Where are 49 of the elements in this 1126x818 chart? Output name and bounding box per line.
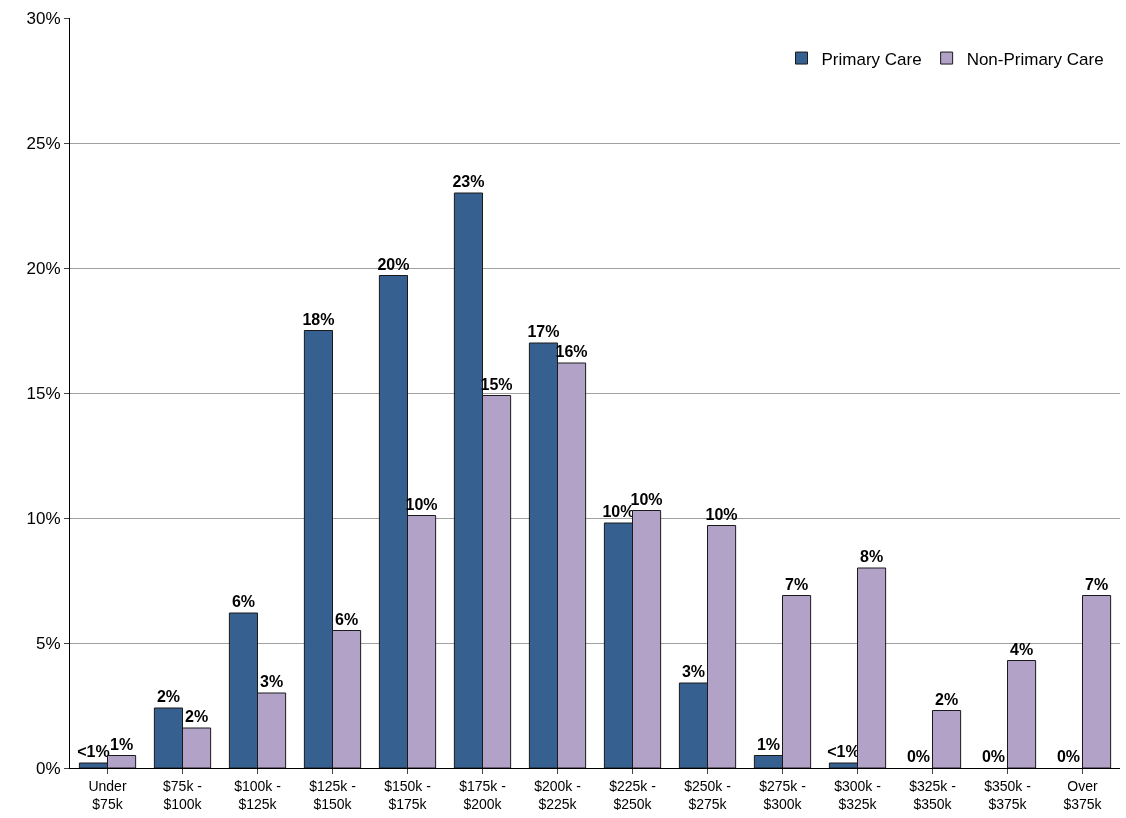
x-tick-label: Over $375k	[1063, 777, 1103, 812]
y-tick-label: 10%	[26, 508, 61, 528]
x-tick-label: $275k - $300k	[759, 777, 807, 812]
y-tick-label: 5%	[36, 633, 61, 653]
data-label: 23%	[452, 173, 485, 190]
data-label: 20%	[377, 255, 410, 273]
x-tick-label: $300k - $325k	[834, 777, 882, 812]
data-label: 1%	[756, 735, 780, 753]
x-tick-label: $75k - $100k	[163, 777, 203, 812]
data-label: 0%	[1056, 748, 1080, 765]
bar	[1082, 595, 1112, 768]
data-label: <1%	[77, 743, 110, 760]
data-label: 3%	[260, 673, 284, 690]
x-tick-label: $175k - $200k	[459, 777, 507, 812]
data-label: 7%	[785, 575, 809, 593]
y-tick-label: 15%	[26, 383, 61, 403]
data-label: 6%	[335, 610, 359, 628]
legend-label: Primary Care	[821, 49, 922, 69]
data-label: 10%	[705, 505, 738, 523]
data-label: 0%	[906, 748, 930, 765]
x-tick-label: $125k - $150k	[309, 777, 357, 812]
data-label: 2%	[935, 690, 959, 708]
data-label: 3%	[681, 663, 705, 680]
data-label: 0%	[981, 748, 1005, 765]
data-label: 2%	[156, 688, 180, 705]
x-tick-label: $225k - $250k	[609, 777, 657, 812]
data-label: 7%	[1085, 575, 1109, 593]
x-tick-label: $150k - $175k	[384, 777, 432, 812]
x-tick-label: $100k - $125k	[234, 777, 282, 812]
bar	[932, 710, 962, 768]
data-label: 8%	[860, 548, 884, 565]
y-tick-label: 25%	[26, 133, 61, 153]
y-tick-label: 20%	[26, 258, 61, 278]
data-label: 6%	[231, 593, 255, 610]
x-tick-label: Under $75k	[88, 777, 127, 812]
y-tick-label: 30%	[26, 8, 61, 28]
x-tick-label: $200k - $225k	[534, 777, 582, 812]
x-tick-label: $325k - $350k	[909, 777, 957, 812]
data-label: 2%	[185, 708, 209, 725]
data-label: 10%	[630, 490, 663, 508]
data-label: 4%	[1010, 640, 1034, 658]
data-label: 17%	[527, 323, 560, 340]
data-label: 1%	[110, 735, 134, 753]
y-tick-label: 0%	[36, 758, 61, 778]
legend-label: Non-Primary Care	[966, 49, 1104, 69]
bar	[1007, 660, 1037, 768]
x-tick-label: $350k - $375k	[984, 777, 1032, 812]
x-tick-label: $250k - $275k	[684, 777, 732, 812]
data-label: 18%	[302, 310, 335, 328]
